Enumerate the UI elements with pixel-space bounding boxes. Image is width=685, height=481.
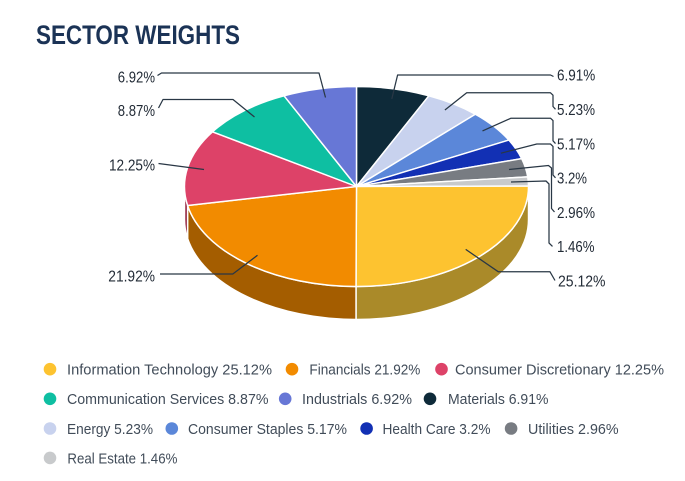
- svg-text:Industrials 6.92%: Industrials 6.92%: [302, 391, 412, 408]
- svg-text:12.25%: 12.25%: [109, 157, 155, 174]
- svg-text:Materials 6.91%: Materials 6.91%: [448, 391, 549, 408]
- svg-text:Communication Services 8.87%: Communication Services 8.87%: [67, 391, 269, 408]
- svg-text:5.17%: 5.17%: [557, 137, 595, 154]
- svg-text:5.23%: 5.23%: [557, 102, 595, 119]
- svg-text:Energy 5.23%: Energy 5.23%: [67, 421, 153, 438]
- svg-text:Utilities 2.96%: Utilities 2.96%: [528, 421, 619, 438]
- svg-text:SECTOR WEIGHTS: SECTOR WEIGHTS: [36, 20, 240, 50]
- svg-text:6.92%: 6.92%: [118, 69, 155, 86]
- svg-text:Real Estate 1.46%: Real Estate 1.46%: [67, 450, 177, 467]
- svg-text:25.12%: 25.12%: [558, 274, 606, 291]
- svg-text:Consumer Discretionary 12.25%: Consumer Discretionary 12.25%: [455, 362, 664, 379]
- svg-text:6.91%: 6.91%: [557, 68, 596, 85]
- svg-text:3.2%: 3.2%: [557, 171, 587, 188]
- svg-text:8.87%: 8.87%: [118, 103, 155, 120]
- svg-text:Financials 21.92%: Financials 21.92%: [309, 362, 420, 379]
- svg-text:2.96%: 2.96%: [557, 205, 595, 222]
- svg-text:Health Care 3.2%: Health Care 3.2%: [383, 421, 491, 438]
- svg-text:1.46%: 1.46%: [557, 239, 595, 256]
- svg-text:Information Technology 25.12%: Information Technology 25.12%: [67, 362, 272, 379]
- svg-text:Consumer Staples 5.17%: Consumer Staples 5.17%: [188, 421, 347, 438]
- svg-text:21.92%: 21.92%: [108, 268, 155, 285]
